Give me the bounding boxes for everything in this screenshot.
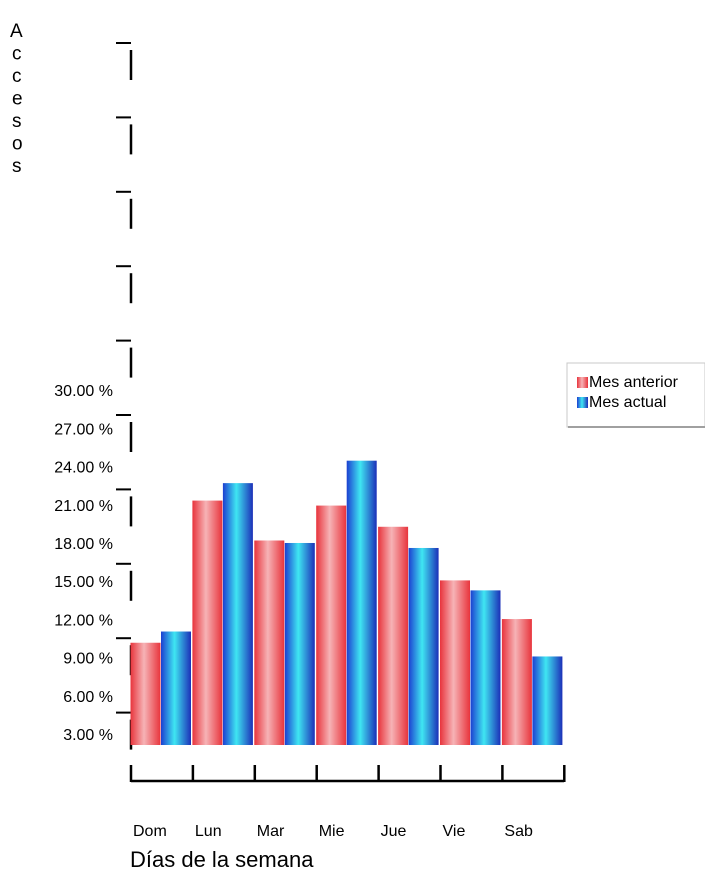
bar-mes-anterior-sab bbox=[501, 619, 532, 745]
x-tick-label: Dom bbox=[133, 823, 167, 840]
x-axis: Dom Lun Mar Mie Jue Vie Sab bbox=[129, 765, 566, 840]
bar-mes-actual-jue bbox=[408, 547, 439, 745]
x-tick-label: Lun bbox=[195, 823, 222, 840]
y-tick-label: 18.00 % bbox=[54, 536, 113, 553]
x-tick-label: Jue bbox=[381, 823, 407, 840]
y-axis: 3.00 % 6.00 % 9.00 % 12.00 % 15.00 % 18.00 % 2… bbox=[54, 42, 133, 750]
y-tick-label: 6.00 % bbox=[63, 689, 113, 706]
x-tick-label: Mie bbox=[319, 823, 345, 840]
y-axis-label-letter: s bbox=[12, 156, 22, 177]
bars bbox=[130, 460, 563, 745]
bar-mes-anterior-vie bbox=[440, 580, 470, 745]
y-axis-label-letter: c bbox=[12, 66, 22, 87]
y-tick-label: 27.00 % bbox=[54, 421, 113, 438]
y-axis-label-letter: A bbox=[10, 21, 23, 42]
legend-box bbox=[566, 362, 705, 428]
bar-mes-actual-dom bbox=[161, 631, 191, 745]
y-tick-label: 24.00 % bbox=[54, 460, 113, 477]
bar-mes-anterior-mie bbox=[316, 505, 347, 745]
bar-mes-anterior-lun bbox=[192, 500, 223, 745]
bar-mes-actual-mie bbox=[346, 460, 377, 745]
bar-mes-anterior-mar bbox=[254, 540, 285, 745]
y-tick-label: 30.00 % bbox=[54, 383, 113, 400]
y-axis-label-letter: c bbox=[12, 44, 22, 65]
legend-entry-label: Mes anterior bbox=[589, 374, 679, 391]
x-axis-label: Días de la semana bbox=[130, 847, 314, 872]
bar-mes-actual-lun bbox=[222, 483, 253, 745]
y-tick-label: 21.00 % bbox=[54, 498, 113, 515]
bar-mes-actual-mar bbox=[284, 542, 315, 745]
x-tick-label: Mar bbox=[257, 823, 285, 840]
legend-swatch bbox=[577, 397, 588, 408]
y-axis-label-letter: o bbox=[12, 134, 23, 155]
bar-mes-anterior-jue bbox=[378, 526, 409, 745]
legend: Mes anterior Mes actual bbox=[566, 362, 705, 428]
y-tick-label: 3.00 % bbox=[63, 727, 113, 744]
bar-mes-actual-vie bbox=[470, 590, 501, 745]
legend-entry-label: Mes actual bbox=[589, 394, 666, 411]
y-tick-label: 12.00 % bbox=[54, 612, 113, 629]
y-tick-label: 9.00 % bbox=[63, 651, 113, 668]
x-tick-label: Vie bbox=[443, 823, 466, 840]
bar-mes-actual-sab bbox=[532, 656, 563, 745]
legend-swatch bbox=[577, 377, 588, 388]
y-axis-label-letter: e bbox=[12, 89, 23, 110]
y-axis-label-letter: s bbox=[12, 111, 22, 132]
y-tick-label: 15.00 % bbox=[54, 574, 113, 591]
bar-mes-anterior-dom bbox=[130, 642, 161, 745]
x-tick-label: Sab bbox=[504, 823, 533, 840]
